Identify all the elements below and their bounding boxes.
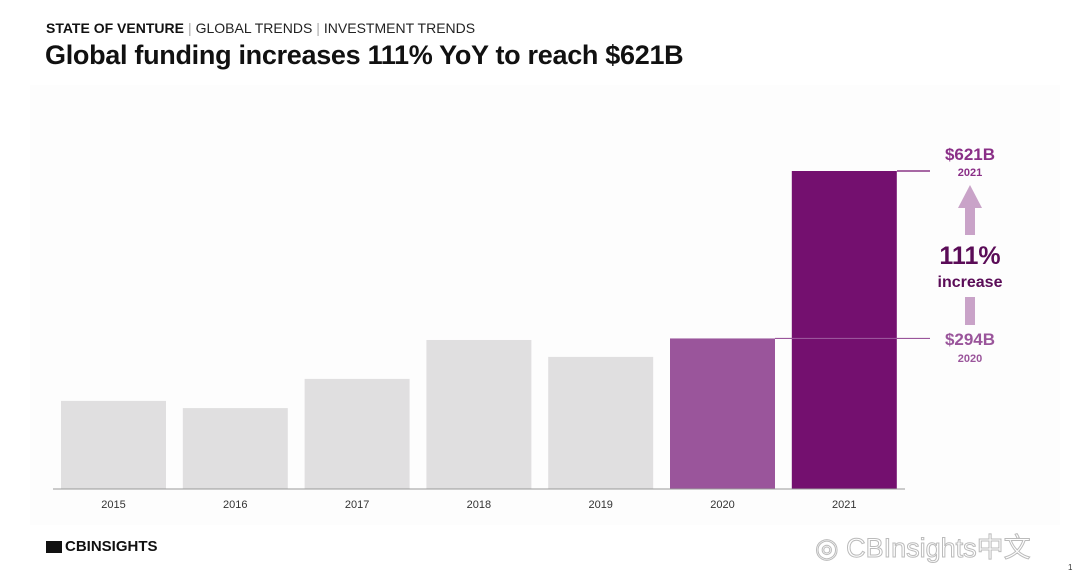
page-number: 1 <box>1068 563 1073 572</box>
crumb-2: GLOBAL TRENDS <box>195 20 313 36</box>
crumb-separator: | <box>316 20 320 36</box>
logo-text: CBINSIGHTS <box>65 538 158 555</box>
x-tick-label: 2020 <box>710 499 734 511</box>
arrow-shaft-top <box>965 207 975 235</box>
arrow-shaft-bottom <box>965 297 975 325</box>
x-tick-label: 2015 <box>101 499 125 511</box>
crumb-separator: | <box>187 20 192 36</box>
bar-2021 <box>791 171 897 489</box>
bar-2015 <box>61 400 166 489</box>
logo-mark-icon <box>46 540 62 553</box>
bar-2016 <box>182 408 288 489</box>
breadcrumb: STATE OF VENTURE | GLOBAL TRENDS | INVESTMEN… <box>46 20 475 36</box>
bar-2020 <box>670 338 775 489</box>
bar-2018 <box>426 339 532 489</box>
top-value-label: $621B <box>945 145 995 164</box>
x-tick-label: 2016 <box>223 499 247 511</box>
bar-2017 <box>304 378 410 489</box>
watermark-text: CBInsights中文 <box>846 533 1032 564</box>
arrow-up-icon <box>958 185 982 208</box>
pct-sub-label: increase <box>938 274 1003 291</box>
x-tick-label: 2021 <box>832 499 856 511</box>
x-tick-label: 2018 <box>467 499 491 511</box>
x-tick-label: 2019 <box>588 499 612 511</box>
bar-2019 <box>548 356 654 489</box>
cbinsights-logo: CBINSIGHTS <box>46 538 158 555</box>
page-title: Global funding increases 111% YoY to rea… <box>45 40 684 70</box>
x-tick-label: 2017 <box>345 499 369 511</box>
crumb-3: INVESTMENT TRENDS <box>323 20 476 36</box>
top-year-label: 2021 <box>958 167 982 179</box>
watermark: ◎ CBInsights中文 <box>815 526 1032 565</box>
bottom-year-label: 2020 <box>958 353 982 365</box>
weibo-logo-icon: ◎ <box>815 533 840 564</box>
pct-label: 111% <box>939 242 1000 270</box>
bottom-value-label: $294B <box>945 330 995 349</box>
crumb-1: STATE OF VENTURE <box>46 20 184 36</box>
